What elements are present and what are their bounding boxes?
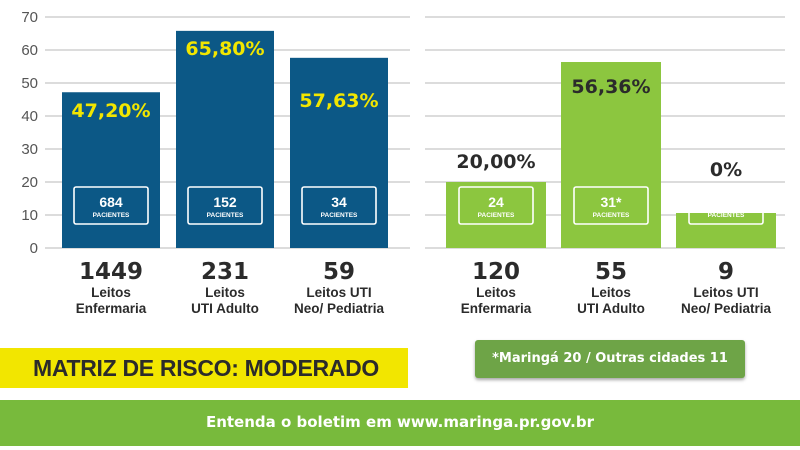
category-line2: Neo/ Pediatria <box>294 301 385 316</box>
patients-count: 34 <box>331 194 347 210</box>
patients-label: PACIENTES <box>478 212 515 219</box>
risk-matrix-text: MATRIZ DE RISCO: MODERADO <box>33 355 380 381</box>
bar-value-label: 57,63% <box>299 90 378 112</box>
patients-badge <box>688 186 764 225</box>
patients-count: 0 <box>722 194 730 210</box>
y-tick-label: 30 <box>21 141 38 158</box>
bar-value-label: 56,36% <box>571 76 650 98</box>
bar-value-label: 0% <box>710 159 742 181</box>
bed-total: 59 <box>323 259 355 285</box>
y-tick-label: 40 <box>21 108 38 125</box>
bar <box>446 182 546 248</box>
patients-label: PACIENTES <box>93 212 130 219</box>
patients-badge <box>573 186 649 225</box>
bar-value-label: 20,00% <box>456 151 535 173</box>
bar-value-label: 65,80% <box>185 38 264 60</box>
bed-occupancy-chart: 01020304050607047,20%684PACIENTES1449Lei… <box>21 9 785 316</box>
bar <box>290 57 388 248</box>
patients-label: PACIENTES <box>207 212 244 219</box>
patients-badge <box>458 186 534 225</box>
category-line1: Leitos <box>205 285 245 300</box>
y-tick-label: 10 <box>21 207 38 224</box>
patients-label: PACIENTES <box>593 212 630 219</box>
bed-total: 9 <box>718 259 734 285</box>
footer-text: Entenda o boletim em www.maringa.pr.gov.… <box>205 413 595 431</box>
risk-matrix-banner: MATRIZ DE RISCO: MODERADO <box>0 348 408 388</box>
category-line2: UTI Adulto <box>577 301 645 316</box>
y-tick-label: 70 <box>21 9 38 26</box>
bar <box>676 213 776 248</box>
category-line1: Leitos UTI <box>306 285 371 300</box>
bed-total: 1449 <box>79 259 143 285</box>
category-line2: Neo/ Pediatria <box>681 301 772 316</box>
patients-count: 24 <box>488 194 504 210</box>
patients-count: 31* <box>600 194 622 210</box>
category-line1: Leitos <box>591 285 631 300</box>
patients-label: PACIENTES <box>708 212 745 219</box>
category-line2: UTI Adulto <box>191 301 259 316</box>
bed-total: 231 <box>201 259 249 285</box>
patients-badge <box>301 186 377 225</box>
category-line2: Enfermaria <box>461 301 532 316</box>
patients-label: PACIENTES <box>321 212 358 219</box>
y-tick-label: 0 <box>30 240 38 257</box>
footer-banner: Entenda o boletim em www.maringa.pr.gov.… <box>0 400 800 446</box>
bed-total: 120 <box>472 259 520 285</box>
y-tick-label: 20 <box>21 174 38 191</box>
footnote-text: *Maringá 20 / Outras cidades 11 <box>492 351 728 366</box>
bar <box>176 30 274 248</box>
patients-count: 152 <box>213 194 237 210</box>
category-line1: Leitos <box>91 285 131 300</box>
category-line2: Enfermaria <box>76 301 147 316</box>
patients-badge <box>187 186 263 225</box>
patients-badge <box>73 186 149 225</box>
category-line1: Leitos <box>476 285 516 300</box>
bar <box>62 92 160 249</box>
category-line1: Leitos UTI <box>693 285 758 300</box>
bar <box>561 62 661 249</box>
y-tick-label: 60 <box>21 42 38 59</box>
footnote-box: *Maringá 20 / Outras cidades 11 <box>475 340 745 378</box>
patients-count: 684 <box>99 194 123 210</box>
y-tick-label: 50 <box>21 75 38 92</box>
bed-total: 55 <box>595 259 627 285</box>
bar-value-label: 47,20% <box>71 100 150 122</box>
